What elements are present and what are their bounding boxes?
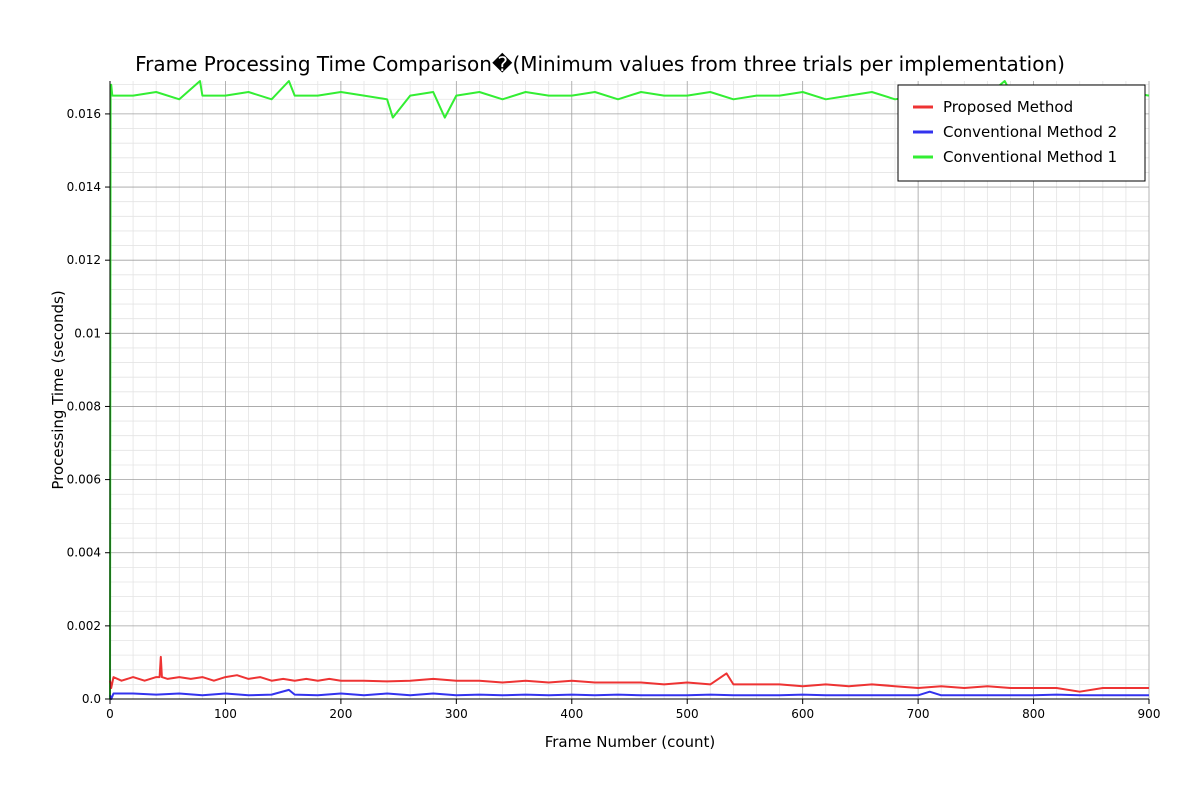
x-tick-label: 600 xyxy=(791,707,814,721)
legend-label-conventional-method-1: Conventional Method 1 xyxy=(943,148,1117,166)
legend-label-proposed-method: Proposed Method xyxy=(943,98,1073,116)
y-tick-label: 0.008 xyxy=(67,399,101,413)
legend-label-conventional-method-2: Conventional Method 2 xyxy=(943,123,1117,141)
axes-layer: 0 100 200 300 400 500 600 700 800 900 0.0 0.002 0.00… xyxy=(67,81,1161,721)
x-axis-label: Frame Number (count) xyxy=(545,733,716,751)
y-axis-label: Processing Time (seconds) xyxy=(49,290,67,489)
y-tick-label: 0.004 xyxy=(67,546,101,560)
x-tick-label: 300 xyxy=(445,707,468,721)
series-line-proposed-method xyxy=(109,655,1149,693)
y-tick-label: 0.002 xyxy=(67,619,101,633)
y-tick-label: 0.01 xyxy=(74,326,101,340)
legend-box xyxy=(897,84,1146,182)
x-tick-label: 100 xyxy=(214,707,237,721)
y-tick-label: 0.016 xyxy=(67,107,101,121)
series-line-conventional-method-2 xyxy=(109,688,1149,700)
y-tick-label: 0.0 xyxy=(82,692,101,706)
chart-title: Frame Processing Time Comparison�(Minimu… xyxy=(135,52,1065,76)
x-tick-label: 400 xyxy=(560,707,583,721)
legend: Proposed Method Conventional Method 2 Conv… xyxy=(897,84,1146,182)
x-tick-label: 0 xyxy=(106,707,114,721)
x-tick-label: 900 xyxy=(1138,707,1161,721)
x-tick-label: 200 xyxy=(329,707,352,721)
x-tick-label: 700 xyxy=(907,707,930,721)
y-tick-label: 0.014 xyxy=(67,180,101,194)
minor-grid xyxy=(110,81,1149,699)
y-tick-label: 0.012 xyxy=(67,253,101,267)
x-tick-label: 500 xyxy=(676,707,699,721)
y-tick-label: 0.006 xyxy=(67,473,101,487)
x-tick-label: 800 xyxy=(1022,707,1045,721)
